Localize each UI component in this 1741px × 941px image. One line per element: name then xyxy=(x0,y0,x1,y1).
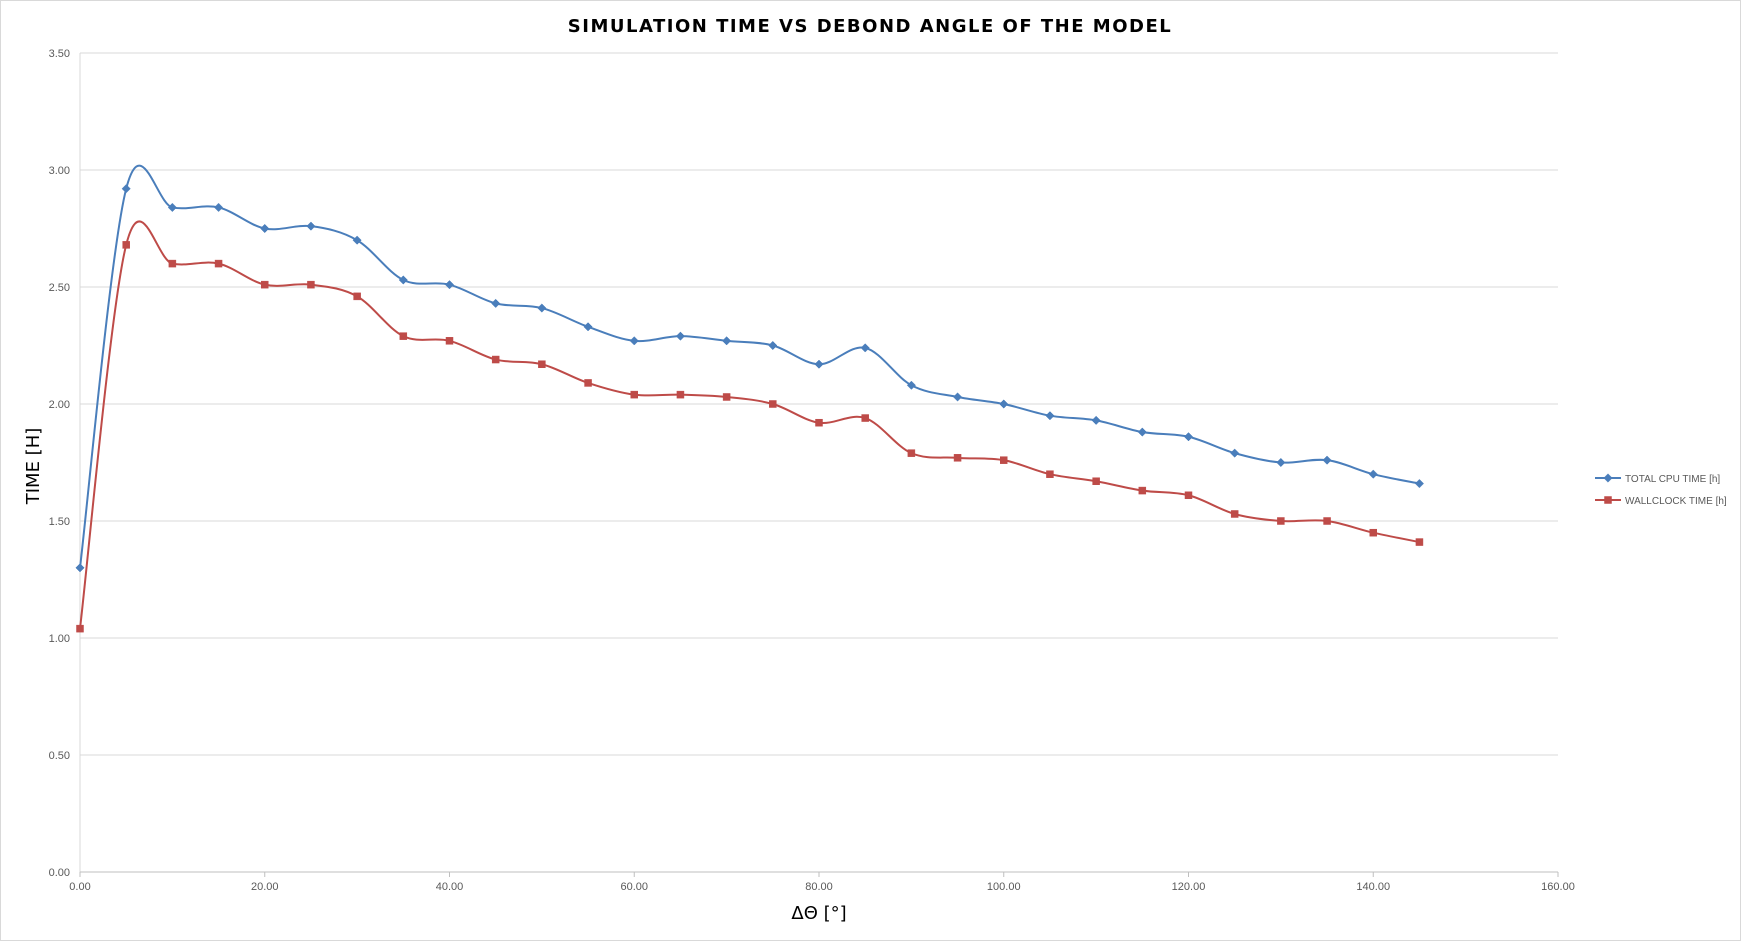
y-tick-label: 3.00 xyxy=(49,165,70,177)
series-line xyxy=(79,220,1420,629)
data-point xyxy=(75,563,85,573)
data-point xyxy=(214,202,224,212)
data-point xyxy=(260,223,270,234)
data-point xyxy=(1000,456,1008,464)
x-tick-label: 80.00 xyxy=(805,881,833,893)
data-point xyxy=(768,340,778,351)
data-point xyxy=(1276,457,1286,468)
data-point xyxy=(76,624,84,633)
data-point xyxy=(1322,455,1332,465)
data-point xyxy=(491,355,500,364)
data-point xyxy=(675,331,685,341)
data-point xyxy=(167,202,177,212)
x-tick-label: 40.00 xyxy=(436,881,464,893)
y-axis-title: TIME [H] xyxy=(23,428,44,506)
chart-title: SIMULATION TIME VS DEBOND ANGLE OF THE M… xyxy=(568,16,1172,37)
data-point xyxy=(537,303,547,313)
gridlines xyxy=(80,52,1558,756)
legend-item: TOTAL CPU TIME [h] xyxy=(1595,473,1720,485)
y-tick-label: 1.00 xyxy=(49,633,70,645)
data-point xyxy=(814,359,824,369)
series-group xyxy=(75,164,1424,633)
data-point xyxy=(1137,427,1147,437)
legend-marker xyxy=(1603,473,1613,483)
data-point xyxy=(1091,415,1101,425)
data-point xyxy=(1046,470,1054,478)
legend-marker xyxy=(1604,496,1612,504)
data-point xyxy=(1414,479,1424,489)
x-axis-title: ΔΘ [°] xyxy=(791,903,846,924)
data-point xyxy=(214,259,223,268)
data-point xyxy=(1183,432,1194,442)
data-point xyxy=(953,392,963,402)
data-point xyxy=(1323,517,1331,525)
y-tick-label: 0.00 xyxy=(49,867,70,879)
legend-item: WALLCLOCK TIME [h] xyxy=(1595,496,1727,507)
data-point xyxy=(1368,469,1378,479)
x-tick-label: 20.00 xyxy=(251,881,279,893)
data-point xyxy=(1138,486,1147,495)
data-point xyxy=(583,322,593,332)
data-point xyxy=(121,184,131,194)
data-point xyxy=(1230,448,1240,458)
data-point xyxy=(444,280,455,290)
data-point xyxy=(122,241,130,249)
y-tick-label: 1.50 xyxy=(49,516,70,528)
data-point xyxy=(722,336,732,346)
x-tick-label: 160.00 xyxy=(1541,881,1575,893)
data-point xyxy=(1415,538,1424,546)
data-point xyxy=(907,449,916,457)
data-point xyxy=(353,292,361,301)
data-point xyxy=(722,393,731,401)
data-point xyxy=(629,336,639,346)
y-tick-label: 2.50 xyxy=(49,282,70,294)
data-point xyxy=(538,360,546,368)
x-tick-label: 120.00 xyxy=(1172,881,1206,893)
series-wallclock-time xyxy=(76,220,1424,633)
legend-label: TOTAL CPU TIME [h] xyxy=(1625,474,1720,485)
data-point xyxy=(769,400,777,408)
data-point xyxy=(999,399,1009,409)
data-point xyxy=(1230,510,1239,518)
legend: TOTAL CPU TIME [h] WALLCLOCK TIME [h] xyxy=(1595,473,1727,507)
y-tick-label: 2.00 xyxy=(49,399,70,411)
data-point xyxy=(1369,528,1377,537)
data-point xyxy=(1277,517,1285,525)
data-point xyxy=(399,332,408,340)
y-tick-label: 0.50 xyxy=(49,750,70,762)
series-total-cpu-time xyxy=(75,164,1424,573)
x-tick-label: 60.00 xyxy=(620,881,648,893)
data-point xyxy=(261,280,269,289)
data-point xyxy=(815,418,823,427)
tick-labels: 0.00 0.50 1.00 1.50 2.00 2.50 3.00 3.50 0.00 20.0… xyxy=(49,48,1575,893)
data-point xyxy=(953,454,962,462)
data-point xyxy=(860,343,870,353)
data-point xyxy=(307,280,315,289)
data-point xyxy=(906,380,916,390)
axes xyxy=(79,53,1559,877)
data-point xyxy=(630,390,638,399)
data-point xyxy=(306,221,316,231)
data-point xyxy=(676,390,685,399)
data-point xyxy=(398,275,408,285)
y-tick-label: 3.50 xyxy=(49,48,70,60)
data-point xyxy=(584,379,592,387)
legend-label: WALLCLOCK TIME [h] xyxy=(1625,496,1727,507)
data-point xyxy=(861,414,869,422)
x-tick-label: 0.00 xyxy=(69,881,90,893)
x-tick-label: 100.00 xyxy=(987,881,1021,893)
data-point xyxy=(1184,491,1193,500)
data-point xyxy=(1045,411,1055,421)
data-point xyxy=(352,235,362,245)
data-point xyxy=(491,298,501,308)
data-point xyxy=(168,259,177,268)
data-point xyxy=(1092,477,1100,485)
data-point xyxy=(445,337,454,345)
x-tick-label: 140.00 xyxy=(1356,881,1390,893)
